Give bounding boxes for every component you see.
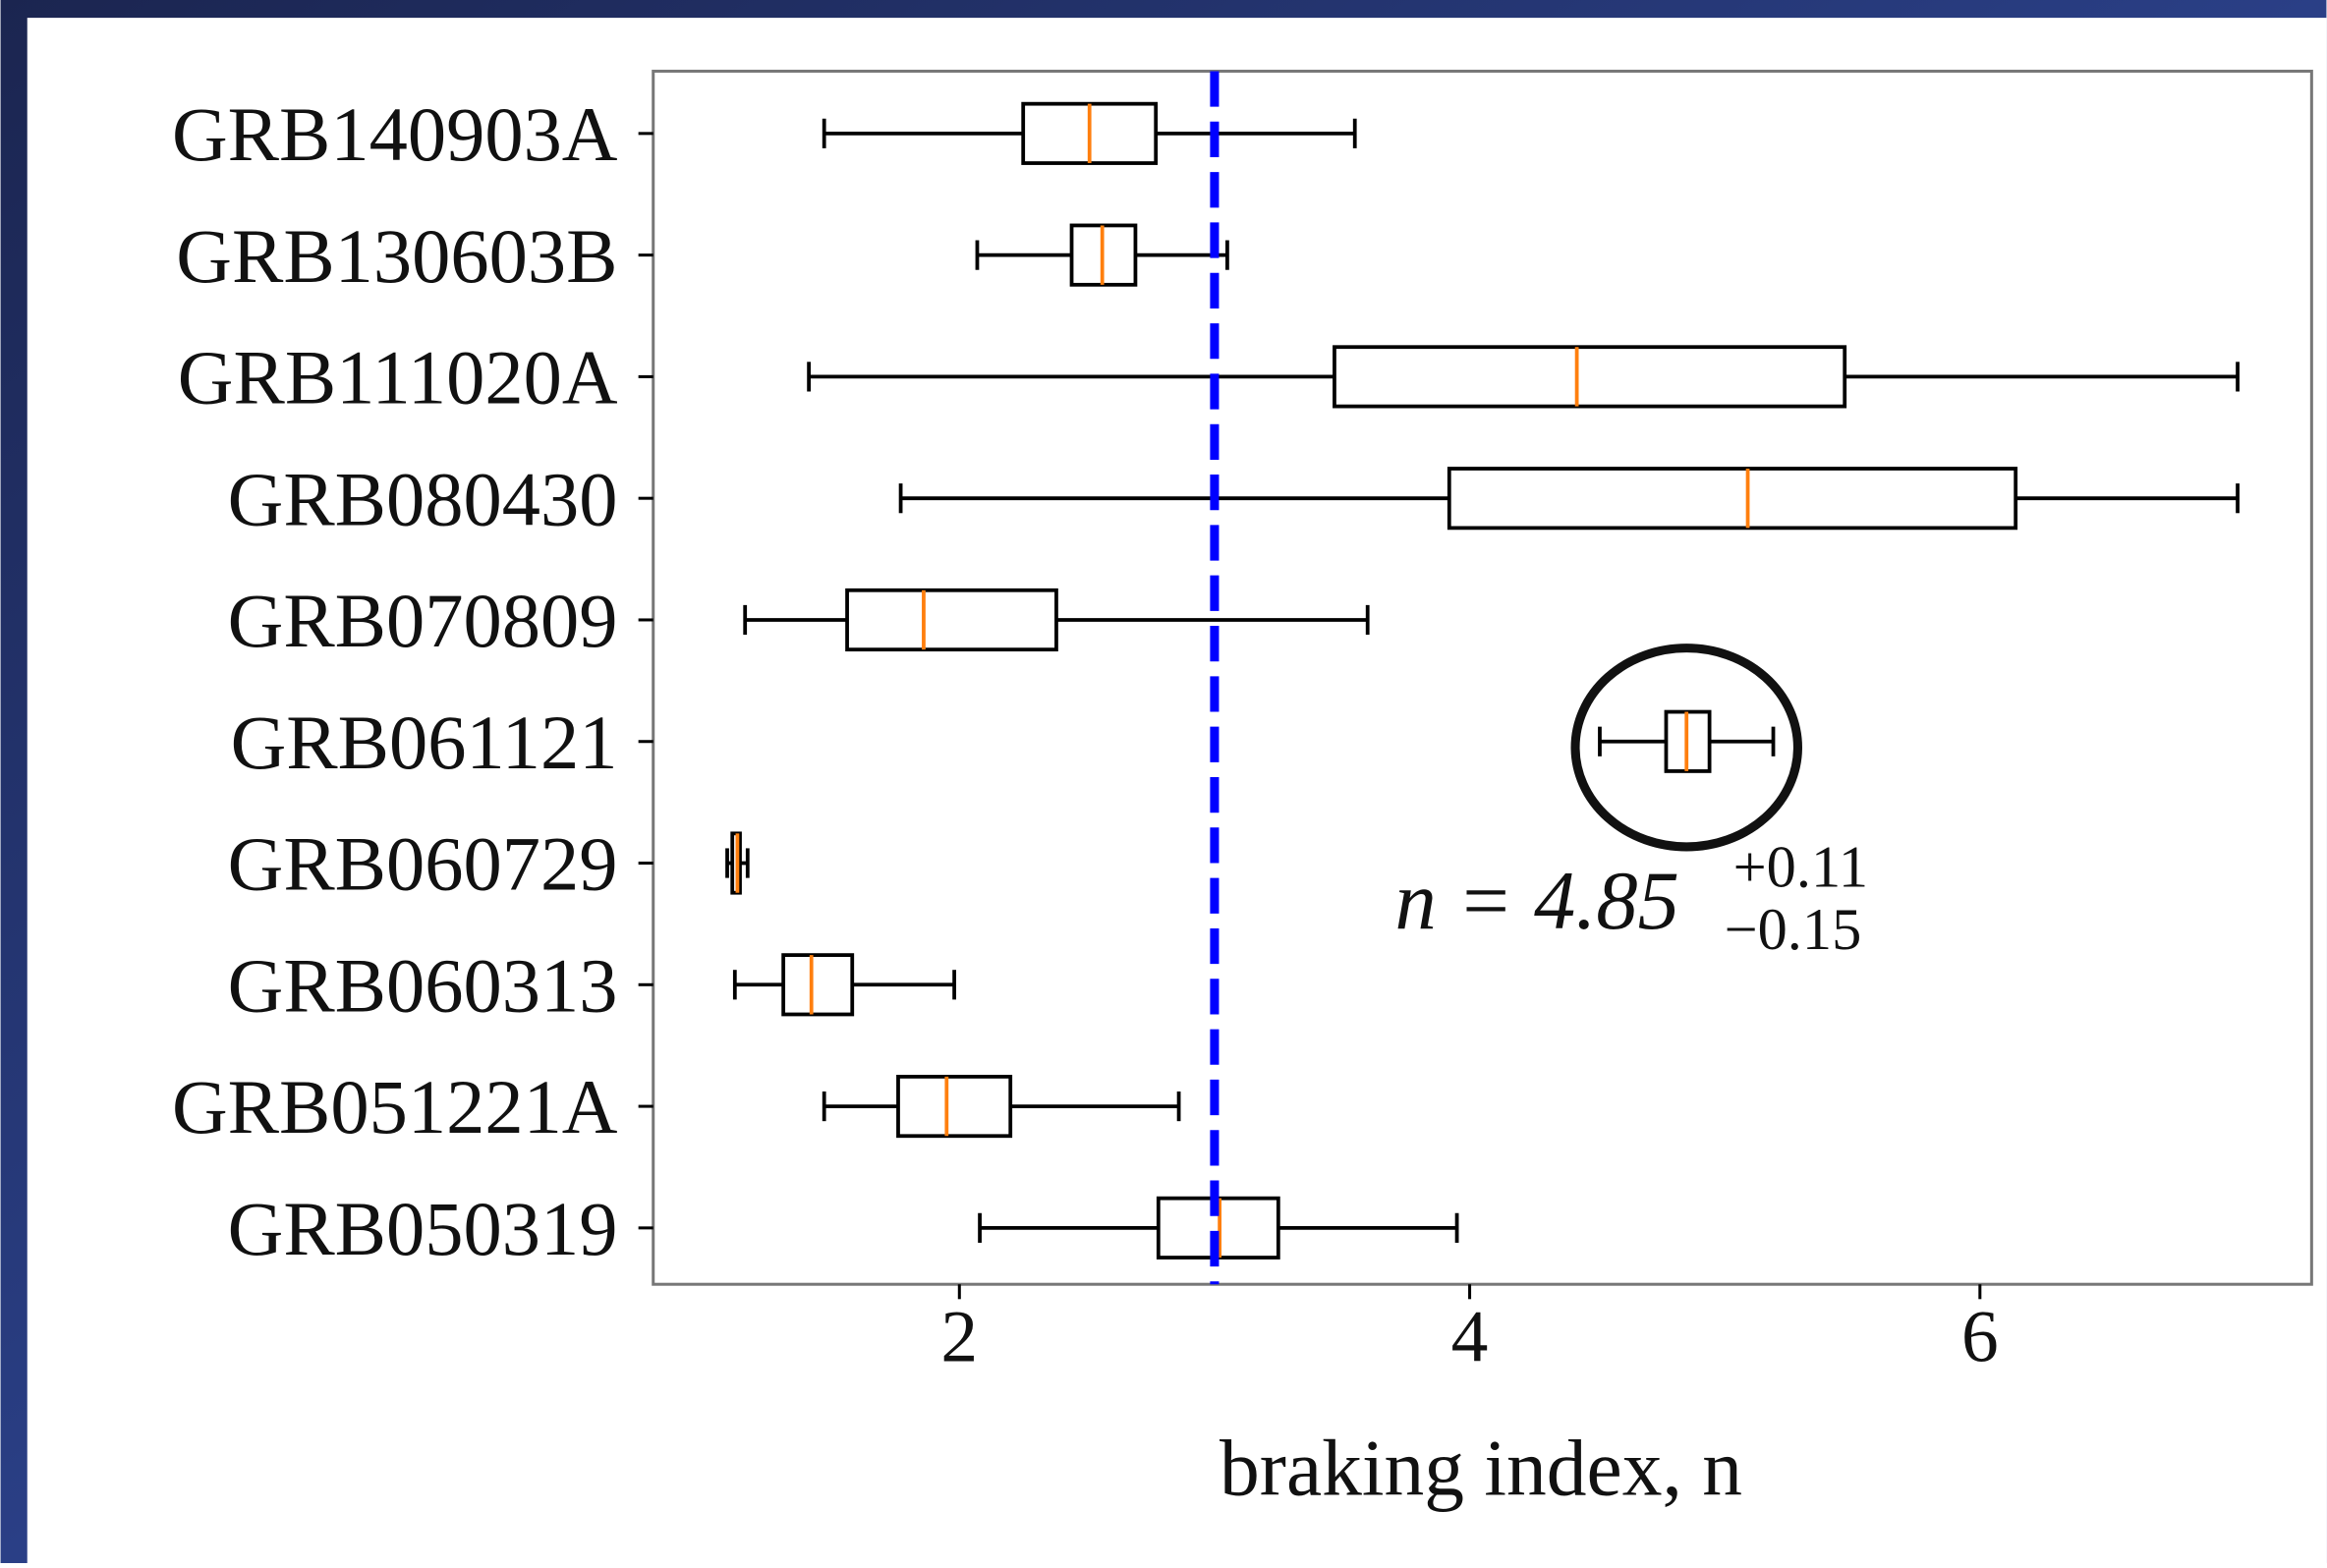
y-tick-label: GRB130603B <box>176 213 617 299</box>
annotation-lower: −0.15 <box>1725 897 1862 963</box>
annotation: n = 4.85 <box>1394 856 1678 947</box>
x-axis-label: braking index, n <box>1220 1424 1742 1513</box>
x-tick-label: 4 <box>1451 1297 1489 1378</box>
panel <box>27 18 2327 1563</box>
y-tick-label: GRB060729 <box>228 821 618 907</box>
y-tick-label: GRB060313 <box>228 942 618 1028</box>
y-tick-label: GRB051221A <box>172 1064 618 1149</box>
annotation-upper: +0.11 <box>1733 835 1868 901</box>
y-tick-label: GRB050319 <box>228 1186 618 1271</box>
x-tick-label: 6 <box>1961 1297 1999 1378</box>
highlight-circle <box>1570 644 1802 852</box>
y-tick-label: GRB070809 <box>228 578 618 663</box>
y-tick-label: GRB140903A <box>172 91 618 177</box>
box <box>845 588 1058 652</box>
box <box>1447 467 2018 531</box>
x-tick-label: 2 <box>940 1297 978 1378</box>
y-tick-label: GRB080430 <box>228 456 618 541</box>
plot-frame <box>652 69 2313 1286</box>
box <box>896 1075 1013 1139</box>
box <box>781 953 855 1017</box>
box <box>1333 345 1847 409</box>
y-tick-label: GRB111020A <box>178 335 618 420</box>
y-tick-label: GRB061121 <box>231 700 618 785</box>
